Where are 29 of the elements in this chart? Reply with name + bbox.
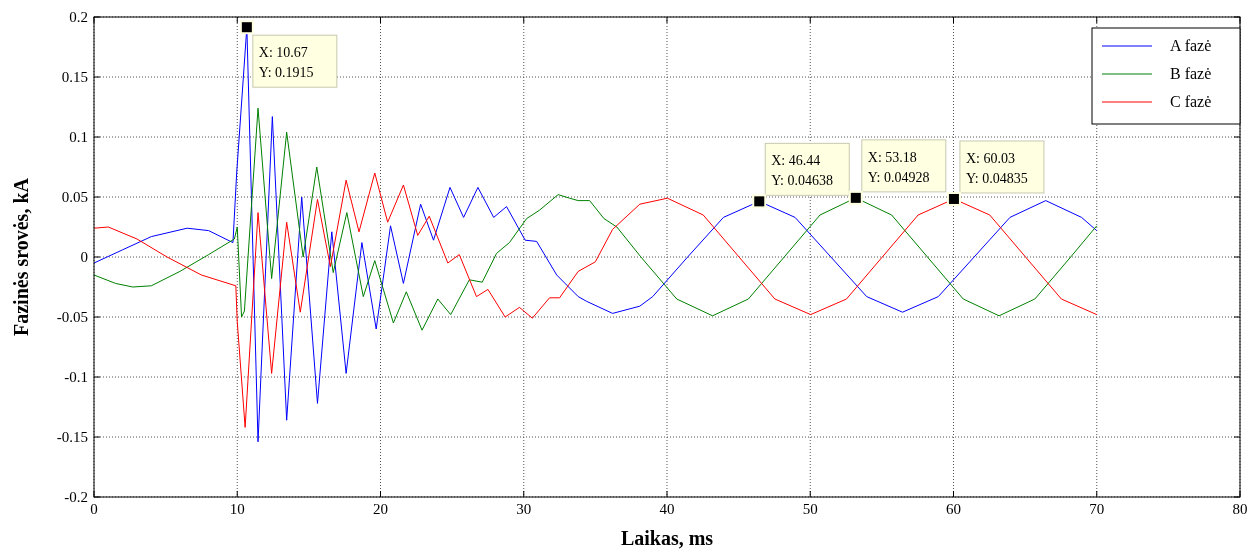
- annotation: X: 53.18 Y: 0.04928: [867, 149, 930, 185]
- x-tick-label: 80: [1232, 501, 1248, 517]
- y-tick-label: -0.05: [56, 309, 88, 325]
- legend-label: B fazė: [1170, 65, 1212, 82]
- x-tick-label: 30: [516, 501, 532, 517]
- y-tick-label: 0.05: [61, 189, 88, 205]
- line-series: [93, 107, 1098, 331]
- x-tick-label: 0: [90, 501, 98, 517]
- y-axis-title: Fazinės srovės, kA: [10, 177, 32, 336]
- x-axis-title: Laikas, ms: [620, 527, 714, 549]
- x-tick-label: 20: [373, 501, 388, 517]
- annotation: X: 46.44 Y: 0.04638: [771, 153, 833, 189]
- x-tick-label: 70: [1089, 501, 1105, 517]
- y-tick-label: -0.2: [64, 489, 88, 505]
- y-tick-label: 0: [80, 249, 88, 265]
- y-tick-label: 0.1: [69, 129, 88, 145]
- legend-label: C fazė: [1170, 93, 1212, 110]
- y-tick-label: 0.2: [69, 9, 88, 25]
- annotation: X: 10.67 Y: 0.1915: [258, 45, 314, 81]
- annotation: X: 60.03 Y: 0.04835: [965, 150, 1028, 186]
- x-tick-label: 10: [229, 501, 245, 517]
- y-tick-label: -0.1: [64, 369, 88, 385]
- x-tick-label: 60: [946, 501, 961, 517]
- x-tick-label: 50: [802, 501, 818, 517]
- x-tick-label: 40: [659, 501, 675, 517]
- line-series: [93, 172, 1098, 428]
- y-tick-label: 0.15: [61, 69, 88, 85]
- legend-label: A fazė: [1170, 37, 1212, 54]
- y-tick-label: -0.15: [56, 429, 88, 445]
